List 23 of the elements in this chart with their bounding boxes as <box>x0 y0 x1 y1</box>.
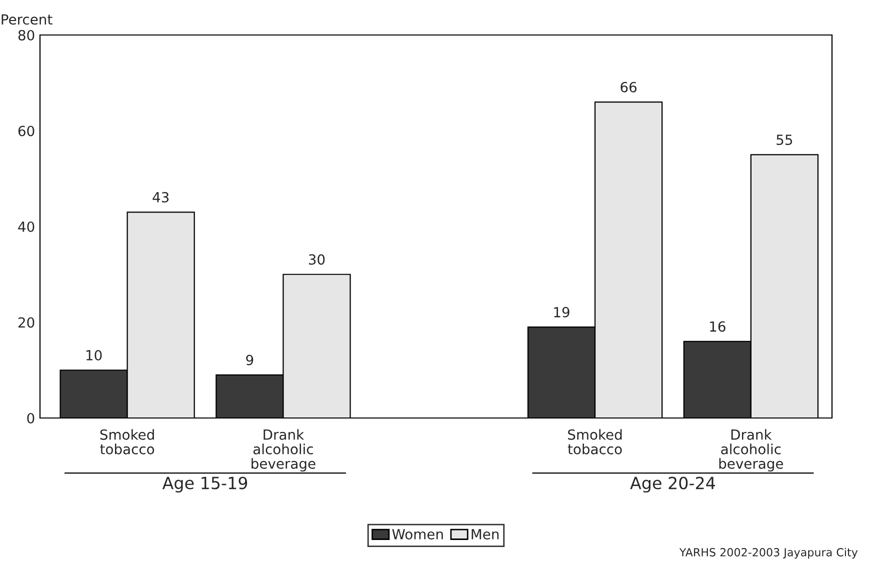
data-label: 9 <box>246 354 254 366</box>
y-tick-label: 0 <box>27 412 34 424</box>
text: Age 15-19 <box>162 476 248 493</box>
y-axis-title: Percent <box>2 14 52 25</box>
y-tick-label: 80 <box>18 30 34 40</box>
data-label: 10 <box>86 350 102 360</box>
data-label: 55 <box>776 134 792 146</box>
data-label: 19 <box>554 306 570 318</box>
data-label: 30 <box>308 254 325 265</box>
x-tick-label: Smoked tobacco <box>568 429 622 454</box>
text: YARHS 2002-2003 Jayapura City <box>679 548 858 559</box>
y-tick-label: 40 <box>18 221 34 232</box>
x-tick-label: Drank alcoholic beverage <box>719 429 784 472</box>
legend-label: Women <box>392 529 443 540</box>
data-label: 16 <box>710 321 726 332</box>
y-tick-label: 20 <box>18 317 34 328</box>
text: Age 20-24 <box>630 476 716 493</box>
data-label: 43 <box>152 192 169 202</box>
y-tick-label: 60 <box>18 126 34 136</box>
legend-label: Men <box>472 529 499 540</box>
x-tick-label: Drank alcoholic beverage <box>252 429 316 472</box>
x-tick-label: Smoked tobacco <box>100 429 154 454</box>
data-label: 66 <box>620 82 637 92</box>
